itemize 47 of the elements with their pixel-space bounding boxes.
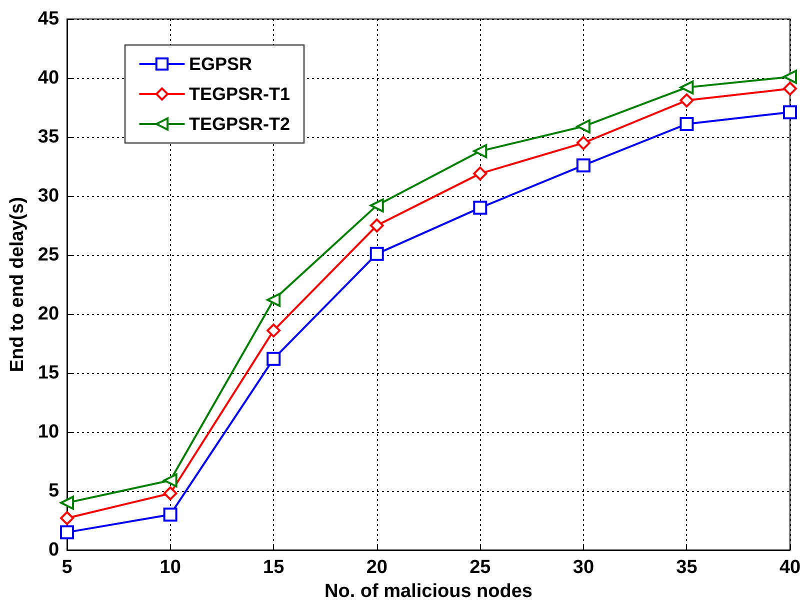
x-tick-label: 10	[160, 557, 181, 578]
point	[576, 136, 590, 150]
x-tick-label: 15	[263, 557, 285, 578]
y-axis-title: End to end delay(s)	[7, 196, 28, 372]
point	[680, 117, 694, 132]
x-tick-label: 5	[62, 557, 73, 578]
point	[473, 166, 488, 181]
x-axis-title: No. of malicious nodes	[324, 580, 533, 602]
point	[163, 508, 178, 522]
point	[266, 352, 281, 366]
x-tick-label: 30	[572, 557, 594, 578]
y-tick-label: 15	[38, 362, 60, 384]
point	[60, 511, 74, 526]
point	[370, 218, 384, 232]
point	[370, 198, 384, 212]
point	[473, 200, 488, 215]
point	[60, 496, 74, 510]
x-tick-label: 25	[470, 557, 492, 578]
x-tick-label: 35	[676, 557, 698, 578]
y-tick-label: 30	[38, 186, 60, 206]
x-tick-label: 20	[366, 557, 388, 578]
y-tick-label: 40	[38, 68, 60, 88]
point	[680, 93, 694, 108]
point	[163, 473, 178, 488]
point	[370, 246, 384, 261]
point	[783, 105, 797, 120]
legend-label: EGPSR	[189, 54, 252, 74]
point	[576, 119, 590, 134]
point	[60, 525, 74, 540]
y-tick-label: 35	[38, 126, 60, 148]
legend-label: TEGPSR-T2	[189, 114, 290, 134]
point	[473, 144, 488, 158]
point	[266, 324, 281, 338]
y-tick-label: 25	[38, 244, 60, 266]
point	[576, 158, 590, 172]
y-tick-label: 10	[38, 422, 60, 442]
point	[783, 70, 797, 84]
y-tick-label: 20	[38, 304, 60, 324]
y-tick-label: 5	[48, 480, 60, 502]
y-tick-label: 0	[48, 540, 60, 560]
point	[163, 486, 178, 500]
legend-label: TEGPSR-T1	[189, 84, 290, 104]
point	[783, 82, 797, 96]
point	[266, 292, 281, 307]
x-tick-label: 40	[779, 557, 801, 578]
point	[680, 80, 694, 94]
y-tick-label: 45	[38, 8, 60, 30]
